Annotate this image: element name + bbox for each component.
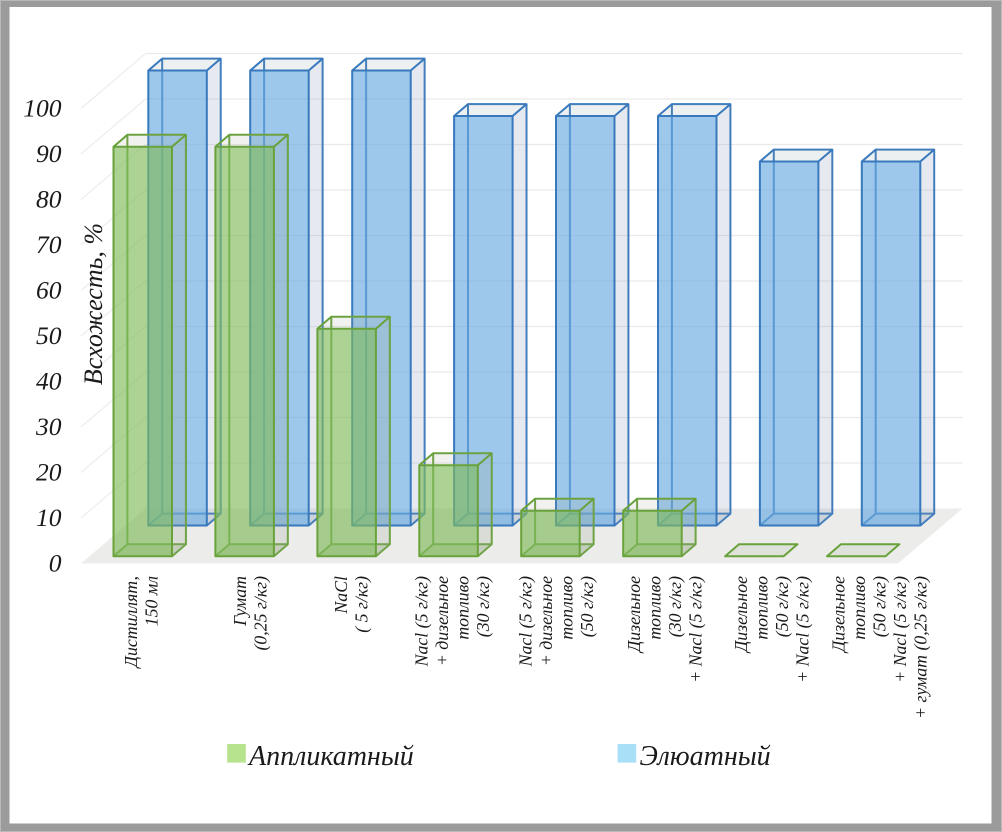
svg-text:80: 80 — [36, 185, 62, 214]
svg-text:Дистиллят,150 мл: Дистиллят,150 мл — [121, 576, 162, 670]
svg-text:Элюатный: Элюатный — [640, 741, 771, 772]
svg-text:Дизельноетопливо(30 г/кг)+ Nac: Дизельноетопливо(30 г/кг)+ Nacl (5 г/кг) — [624, 576, 707, 683]
svg-text:0: 0 — [49, 549, 62, 578]
svg-text:90: 90 — [36, 139, 62, 168]
svg-text:10: 10 — [36, 503, 62, 532]
svg-text:60: 60 — [36, 276, 62, 305]
svg-text:Nacl (5 г/кг)+ дизельноетоплив: Nacl (5 г/кг)+ дизельноетопливо(30 г/кг) — [411, 576, 494, 667]
svg-text:70: 70 — [36, 230, 62, 259]
svg-text:Всхожесть, %: Всхожесть, % — [79, 223, 108, 385]
svg-text:30: 30 — [35, 412, 62, 441]
svg-text:Дизельноетопливо(50 г/кг)+ Nac: Дизельноетопливо(50 г/кг)+ Nacl (5 г/кг)… — [829, 576, 932, 719]
svg-text:20: 20 — [36, 458, 62, 487]
svg-text:100: 100 — [23, 94, 62, 123]
svg-text:50: 50 — [36, 321, 62, 350]
svg-text:Гумат(0,25 г/кг): Гумат(0,25 г/кг) — [230, 576, 271, 651]
svg-text:Nacl (5 г/кг)+ дизельноетоплив: Nacl (5 г/кг)+ дизельноетопливо(50 г/кг) — [516, 576, 599, 667]
svg-text:Аппликатный: Аппликатный — [247, 741, 414, 772]
svg-text:Дизельноетопливо(50 г/кг)+ Nac: Дизельноетопливо(50 г/кг)+ Nacl (5 г/кг) — [731, 576, 814, 683]
svg-text:40: 40 — [36, 367, 62, 396]
svg-text:NaCl( 5 г/кг): NaCl( 5 г/кг) — [331, 576, 373, 633]
